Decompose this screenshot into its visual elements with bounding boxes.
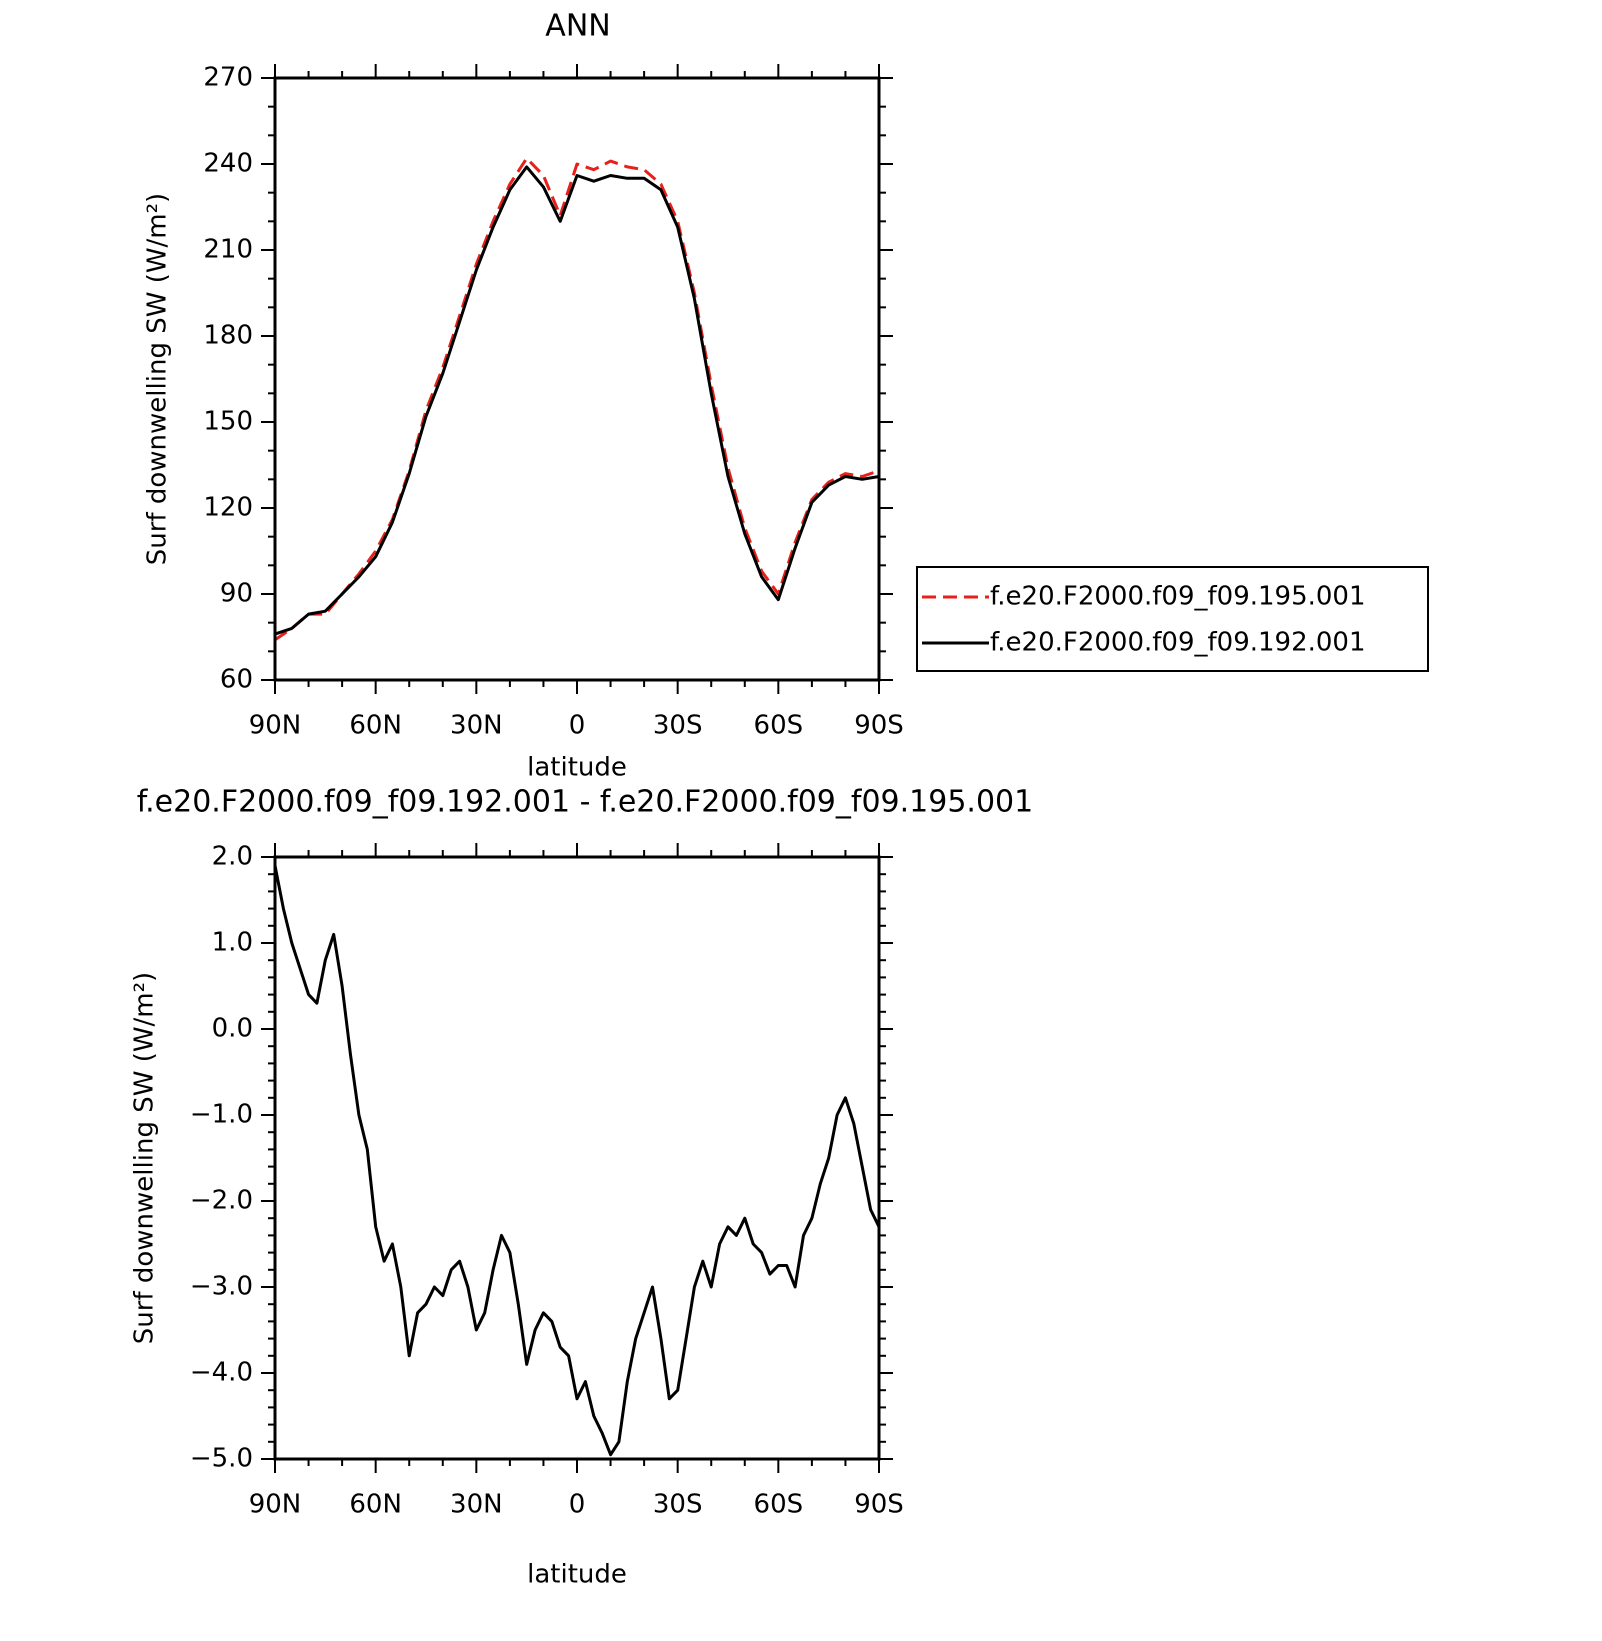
x-tick-label: 0: [569, 711, 586, 741]
y-tick-label: 90: [220, 579, 253, 609]
chart-title: f.e20.F2000.f09_f09.192.001 - f.e20.F200…: [137, 785, 1033, 820]
y-tick-label: −2.0: [190, 1186, 253, 1216]
legend-label: f.e20.F2000.f09_f09.195.001: [990, 582, 1366, 612]
y-tick-label: 240: [203, 149, 253, 179]
x-tick-label: 30S: [653, 1490, 703, 1520]
x-axis-label: latitude: [527, 753, 627, 783]
y-tick-label: 0.0: [212, 1014, 253, 1044]
y-tick-label: −1.0: [190, 1100, 253, 1130]
x-tick-label: 60S: [754, 1490, 804, 1520]
y-tick-label: 150: [203, 407, 253, 437]
x-axis-label: latitude: [527, 1560, 627, 1590]
y-tick-label: −3.0: [190, 1272, 253, 1302]
y-tick-label: 180: [203, 321, 253, 351]
y-axis-label: Surf downwelling SW (W/m²): [143, 193, 173, 565]
data-line: [274, 156, 880, 642]
data-line: [274, 165, 880, 636]
x-tick-label: 60N: [349, 711, 402, 741]
plot-frame: [273, 76, 881, 682]
x-tick-label: 0: [569, 1490, 586, 1520]
y-tick-label: 2.0: [212, 842, 253, 872]
y-tick-label: 120: [203, 493, 253, 523]
x-tick-label: 30N: [450, 1490, 503, 1520]
x-tick-label: 90N: [249, 711, 302, 741]
x-tick-label: 60N: [349, 1490, 402, 1520]
y-tick-label: 210: [203, 235, 253, 265]
plot-frame: [273, 855, 881, 1461]
data-line: [273, 865, 881, 1457]
legend-label: f.e20.F2000.f09_f09.192.001: [990, 628, 1366, 658]
chart-title: ANN: [545, 9, 610, 44]
x-tick-label: 90N: [249, 1490, 302, 1520]
legend-box: [916, 566, 1429, 672]
y-tick-label: 270: [203, 63, 253, 93]
x-tick-label: 90S: [854, 1490, 904, 1520]
x-tick-label: 30N: [450, 711, 503, 741]
y-tick-label: 60: [220, 665, 253, 695]
x-tick-label: 30S: [653, 711, 703, 741]
y-tick-label: −4.0: [190, 1358, 253, 1388]
y-tick-label: −5.0: [190, 1444, 253, 1474]
y-axis-label: Surf downwelling SW (W/m²): [130, 972, 160, 1344]
x-tick-label: 90S: [854, 711, 904, 741]
y-tick-label: 1.0: [212, 928, 253, 958]
x-tick-label: 60S: [754, 711, 804, 741]
